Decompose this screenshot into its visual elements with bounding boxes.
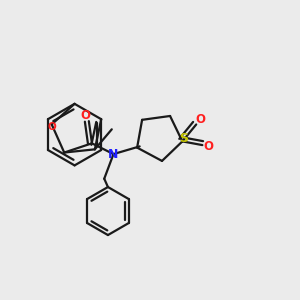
Text: N: N	[108, 148, 119, 160]
Text: O: O	[47, 122, 56, 132]
Text: O: O	[203, 140, 214, 153]
Text: O: O	[80, 109, 90, 122]
Text: S: S	[179, 132, 188, 145]
Text: O: O	[196, 113, 206, 126]
